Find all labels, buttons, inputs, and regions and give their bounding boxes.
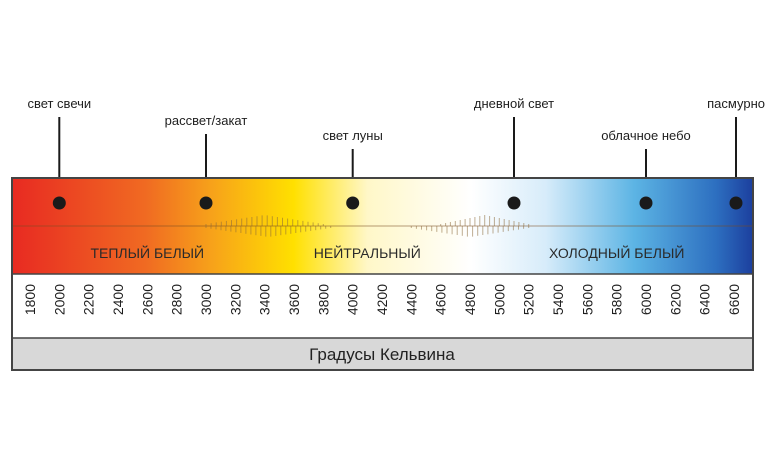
band-label: ХОЛОДНЫЙ БЕЛЫЙ [549, 244, 684, 261]
tick-label: 5800 [609, 284, 625, 315]
tick-label: 3200 [227, 284, 243, 315]
marker-dot [507, 196, 521, 210]
band-label: НЕЙТРАЛЬНЫЙ [314, 244, 421, 261]
transition-hatching [205, 215, 530, 237]
marker-callouts: свет свечи рассвет/закат свет луны дневной … [27, 96, 765, 203]
tick-label: 3000 [198, 284, 214, 315]
marker-dot [346, 196, 360, 210]
tick-label: 6600 [726, 284, 742, 315]
tick-label: 3800 [315, 284, 331, 315]
marker-label: дневной свет [474, 96, 554, 111]
tick-label: 2600 [139, 284, 155, 315]
tick-labels: 1800 2000 2200 2400 2600 2800 3000 3200 3400 3600… [22, 284, 742, 315]
marker-label: облачное небо [601, 128, 691, 143]
marker-label: свет луны [323, 128, 383, 143]
tick-label: 4400 [403, 284, 419, 315]
tick-label: 5200 [521, 284, 537, 315]
tick-label: 4800 [462, 284, 478, 315]
tick-label: 2200 [81, 284, 97, 315]
unit-label: Градусы Кельвина [309, 345, 455, 364]
tick-label: 5000 [491, 284, 507, 315]
marker-dots [52, 196, 743, 210]
marker-dot [52, 196, 66, 210]
tick-label: 5600 [579, 284, 595, 315]
marker-label: пасмурно [707, 96, 765, 111]
tick-label: 1800 [22, 284, 38, 315]
tick-label: 6200 [667, 284, 683, 315]
tick-label: 5400 [550, 284, 566, 315]
tick-label: 2400 [110, 284, 126, 315]
band-labels: ТЕПЛЫЙ БЕЛЫЙ НЕЙТРАЛЬНЫЙ ХОЛОДНЫЙ БЕЛЫЙ [90, 244, 684, 261]
marker-dot [639, 196, 653, 210]
tick-label: 3400 [257, 284, 273, 315]
unit-footer-background [12, 338, 753, 370]
unit-footer: Градусы Кельвина [12, 338, 753, 370]
band-label: ТЕПЛЫЙ БЕЛЫЙ [90, 244, 204, 261]
tick-label: 4200 [374, 284, 390, 315]
tick-label: 4600 [433, 284, 449, 315]
tick-label: 6400 [697, 284, 713, 315]
tick-scale-background [12, 274, 753, 338]
tick-label: 3600 [286, 284, 302, 315]
marker-label: рассвет/закат [165, 113, 248, 128]
tick-label: 2000 [51, 284, 67, 315]
tick-label: 2800 [169, 284, 185, 315]
color-spectrum-bar: ТЕПЛЫЙ БЕЛЫЙ НЕЙТРАЛЬНЫЙ ХОЛОДНЫЙ БЕЛЫЙ [12, 178, 753, 274]
tick-scale: 1800 2000 2200 2400 2600 2800 3000 3200 3400 3600… [12, 274, 753, 338]
tick-label: 6000 [638, 284, 654, 315]
tick-label: 4000 [345, 284, 361, 315]
marker-label: свет свечи [27, 96, 91, 111]
marker-dot [729, 196, 743, 210]
marker-dot [199, 196, 213, 210]
